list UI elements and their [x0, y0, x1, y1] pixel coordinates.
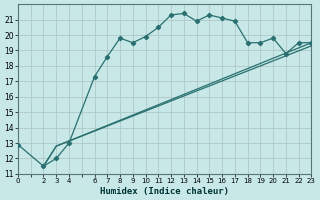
X-axis label: Humidex (Indice chaleur): Humidex (Indice chaleur)	[100, 187, 229, 196]
